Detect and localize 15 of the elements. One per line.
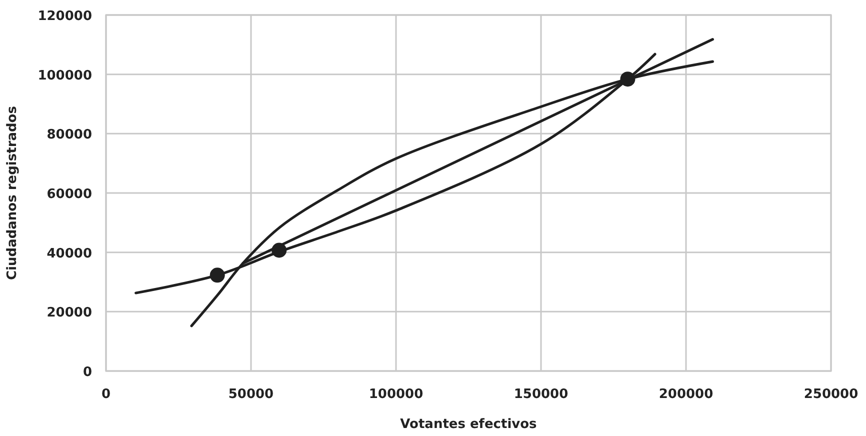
x-tick-label: 0 bbox=[101, 387, 111, 402]
x-tick-label: 100000 bbox=[368, 387, 424, 402]
y-tick-label: 60000 bbox=[46, 187, 92, 202]
y-axis-title: Ciudadanos registrados bbox=[5, 106, 20, 280]
x-axis-title: Votantes efectivos bbox=[400, 417, 538, 432]
y-tick-label: 100000 bbox=[38, 68, 92, 84]
y-tick-label: 20000 bbox=[46, 306, 92, 321]
y-tick-label: 40000 bbox=[46, 246, 92, 262]
x-tick-label: 50000 bbox=[228, 387, 274, 402]
x-tick-label: 250000 bbox=[804, 387, 858, 402]
y-tick-label: 80000 bbox=[46, 128, 92, 143]
y-tick-label: 120000 bbox=[38, 9, 92, 24]
x-tick-label: 200000 bbox=[658, 387, 714, 402]
x-tick-label: 150000 bbox=[514, 387, 568, 402]
y-tick-label: 0 bbox=[82, 365, 92, 380]
